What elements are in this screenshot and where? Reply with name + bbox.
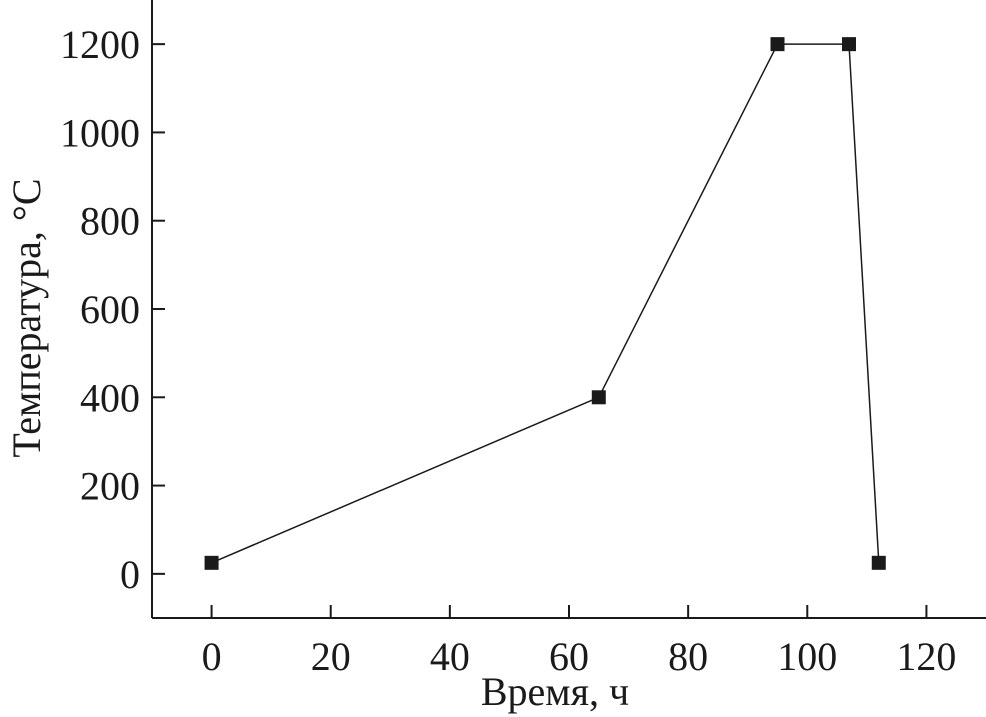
x-tick-label: 80 <box>668 634 708 679</box>
x-axis-title: Время, ч <box>481 669 629 714</box>
y-tick-label: 1000 <box>60 110 140 155</box>
y-tick-label: 1200 <box>60 22 140 67</box>
y-tick-label: 600 <box>80 287 140 332</box>
data-point-marker <box>591 390 606 405</box>
y-tick-label: 0 <box>120 552 140 597</box>
x-ticks: 0 20 40 60 80 100 120 <box>202 605 956 679</box>
series-line <box>211 43 880 564</box>
x-tick-label: 0 <box>202 634 222 679</box>
series-group <box>204 37 886 570</box>
y-tick-label: 800 <box>80 199 140 244</box>
x-tick-label: 100 <box>777 634 837 679</box>
y-axis-title: Температура, °С <box>4 178 49 457</box>
data-point-marker <box>871 555 886 570</box>
data-point-marker <box>770 37 785 52</box>
axes <box>151 0 986 619</box>
x-tick-label: 20 <box>311 634 351 679</box>
y-ticks: 0 200 400 600 800 1000 1200 <box>60 22 165 597</box>
x-tick-label: 40 <box>430 634 470 679</box>
y-tick-label: 200 <box>80 464 140 509</box>
data-point-marker <box>841 37 856 52</box>
data-point-marker <box>204 555 219 570</box>
x-tick-label: 120 <box>896 634 956 679</box>
y-tick-label: 400 <box>80 375 140 420</box>
x-tick-label: 60 <box>549 634 589 679</box>
